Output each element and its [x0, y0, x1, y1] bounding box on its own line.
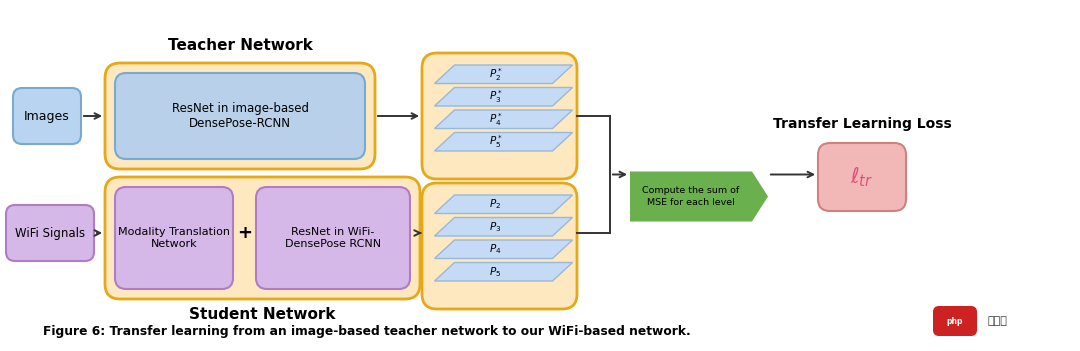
- FancyBboxPatch shape: [256, 187, 410, 289]
- Polygon shape: [434, 240, 572, 258]
- Text: Student Network: Student Network: [189, 307, 336, 322]
- Polygon shape: [434, 132, 572, 151]
- Text: $P_5^*$: $P_5^*$: [488, 133, 502, 150]
- Text: $P_4$: $P_4$: [489, 242, 502, 256]
- Text: $P_5$: $P_5$: [489, 265, 501, 279]
- Text: $P_4^*$: $P_4^*$: [488, 111, 502, 128]
- FancyBboxPatch shape: [13, 88, 81, 144]
- Polygon shape: [434, 218, 572, 236]
- Text: 中文网: 中文网: [987, 316, 1007, 326]
- FancyBboxPatch shape: [114, 187, 233, 289]
- FancyBboxPatch shape: [933, 306, 977, 336]
- Text: $P_2$: $P_2$: [489, 197, 501, 211]
- Text: $\ell_{tr}$: $\ell_{tr}$: [850, 165, 874, 189]
- FancyBboxPatch shape: [105, 177, 420, 299]
- Polygon shape: [630, 172, 768, 221]
- FancyBboxPatch shape: [422, 183, 577, 309]
- Text: $P_3$: $P_3$: [489, 220, 501, 234]
- Text: Compute the sum of
MSE for each level: Compute the sum of MSE for each level: [643, 186, 740, 206]
- FancyBboxPatch shape: [6, 205, 94, 261]
- FancyBboxPatch shape: [114, 73, 365, 159]
- Text: Figure 6: Transfer learning from an image-based teacher network to our WiFi-base: Figure 6: Transfer learning from an imag…: [43, 325, 691, 338]
- Text: Transfer Learning Loss: Transfer Learning Loss: [772, 117, 951, 131]
- Polygon shape: [434, 110, 572, 128]
- Polygon shape: [434, 263, 572, 281]
- Text: Teacher Network: Teacher Network: [167, 38, 312, 53]
- Polygon shape: [434, 87, 572, 106]
- Text: Modality Translation
Network: Modality Translation Network: [118, 227, 230, 249]
- FancyBboxPatch shape: [422, 53, 577, 179]
- Polygon shape: [434, 195, 572, 213]
- FancyBboxPatch shape: [818, 143, 906, 211]
- Text: Images: Images: [24, 110, 70, 122]
- Text: ResNet in WiFi-
DensePose RCNN: ResNet in WiFi- DensePose RCNN: [285, 227, 381, 249]
- Text: php: php: [947, 317, 963, 325]
- Text: $P_3^*$: $P_3^*$: [488, 88, 502, 105]
- Text: WiFi Signals: WiFi Signals: [15, 226, 85, 239]
- Polygon shape: [434, 65, 572, 84]
- Text: +: +: [237, 224, 252, 242]
- Text: ResNet in image-based
DensePose-RCNN: ResNet in image-based DensePose-RCNN: [172, 102, 309, 130]
- Text: $P_2^*$: $P_2^*$: [488, 66, 502, 82]
- FancyBboxPatch shape: [105, 63, 375, 169]
